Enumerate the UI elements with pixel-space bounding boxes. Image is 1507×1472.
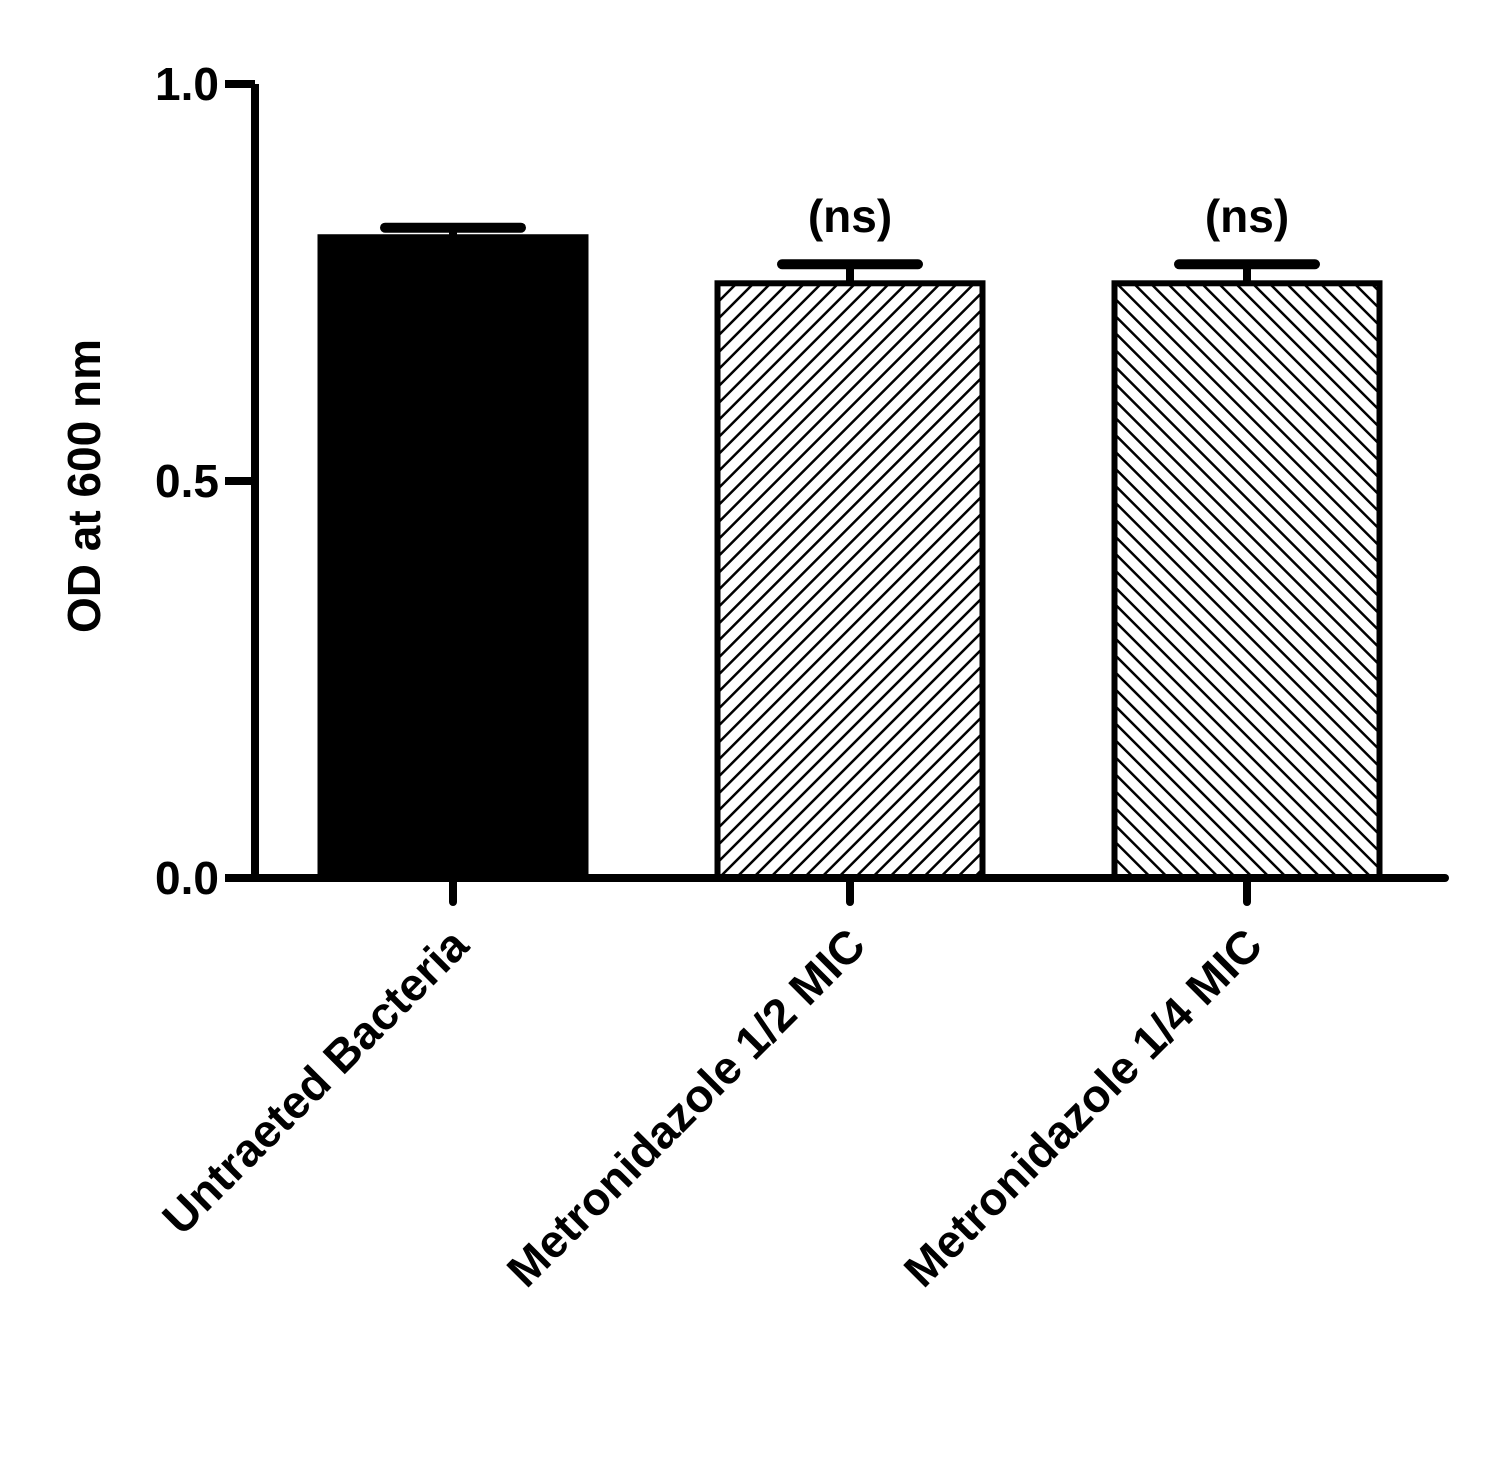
bar <box>1111 280 1383 881</box>
y-tick-label: 0.0 <box>155 852 219 904</box>
bars-layer: (ns) (ns) <box>317 190 1383 881</box>
x-ticks: Untraeted Bacteria Metronidazole 1/2 MIC M… <box>152 874 1272 1297</box>
significance-label: (ns) <box>1205 190 1289 242</box>
category-label: Metronidazole 1/4 MIC <box>894 918 1272 1296</box>
significance-label: (ns) <box>808 190 892 242</box>
bar <box>714 280 986 881</box>
category-label: Metronidazole 1/2 MIC <box>497 918 875 1296</box>
y-tick-label: 1.0 <box>155 58 219 110</box>
y-axis-title: OD at 600 nm <box>58 339 110 633</box>
y-ticks: 0.0 0.5 1.0 <box>155 58 255 904</box>
y-tick-label: 0.5 <box>155 455 219 507</box>
bar <box>317 234 589 881</box>
category-label: Untraeted Bacteria <box>152 918 478 1244</box>
